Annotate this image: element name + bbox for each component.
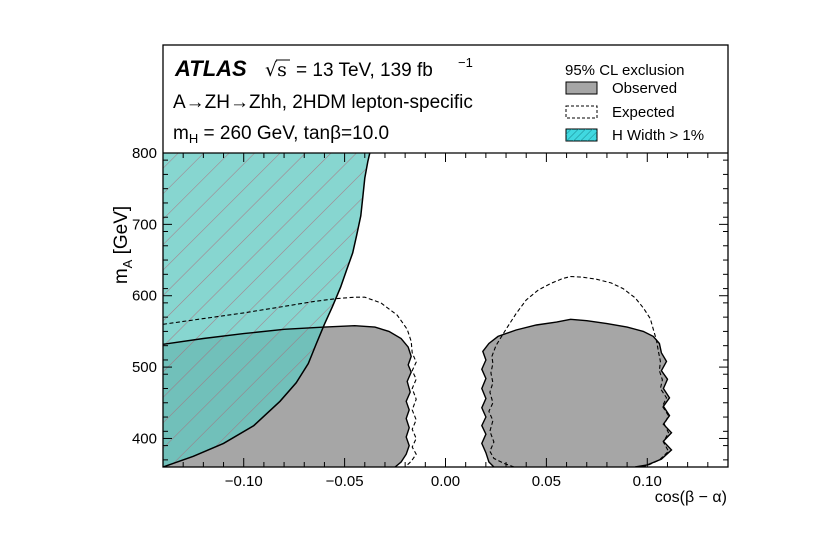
x-tick-label: −0.05: [326, 473, 364, 490]
legend-width-label: H Width > 1%: [612, 127, 704, 144]
observed-contour-1: [163, 324, 412, 467]
plot-area: [163, 153, 673, 467]
x-tick-label: 0.05: [532, 473, 561, 490]
process-label: A→ZH→Zhh, 2HDM lepton-specific: [173, 92, 473, 113]
legend-observed-label: Observed: [612, 80, 677, 97]
expected-contour-1: [163, 296, 417, 467]
width-region-hatch: [163, 153, 370, 467]
x-axis-title: cos(β − α): [655, 489, 727, 506]
legend-title: 95% CL exclusion: [565, 62, 685, 79]
legend-observed-swatch: [565, 81, 598, 95]
parameters-label: mH = 260 GeV, tanβ=10.0: [173, 123, 389, 146]
width-boundary-line: [163, 153, 371, 467]
x-tick-label: −0.10: [225, 473, 263, 490]
y-axis-title: mA [GeV]: [111, 206, 135, 284]
legend: 95% CL exclusion Observed Expected H Wid…: [565, 62, 704, 144]
y-tick-label: 600: [132, 288, 157, 305]
y-tick-label: 800: [132, 145, 157, 162]
atlas-label: ATLAS: [174, 56, 247, 81]
y-tick-label: 500: [132, 359, 157, 376]
sqrt-s-label: √s: [265, 59, 287, 81]
energy-lumi-label: = 13 TeV, 139 fb: [296, 60, 433, 81]
y-tick-label: 700: [132, 216, 157, 233]
axis-ticks: −0.10 −0.05 0.00 0.05 0.10 400 500 600 700 800: [132, 145, 729, 490]
legend-expected-label: Expected: [612, 104, 675, 121]
x-tick-label: 0.00: [431, 473, 460, 490]
y-tick-label: 400: [132, 430, 157, 447]
legend-width-hatch: [566, 129, 597, 141]
legend-expected-swatch: [565, 105, 598, 119]
observed-region-2: [481, 319, 672, 467]
lumi-exponent: −1: [458, 55, 473, 70]
x-tick-label: 0.10: [633, 473, 662, 490]
